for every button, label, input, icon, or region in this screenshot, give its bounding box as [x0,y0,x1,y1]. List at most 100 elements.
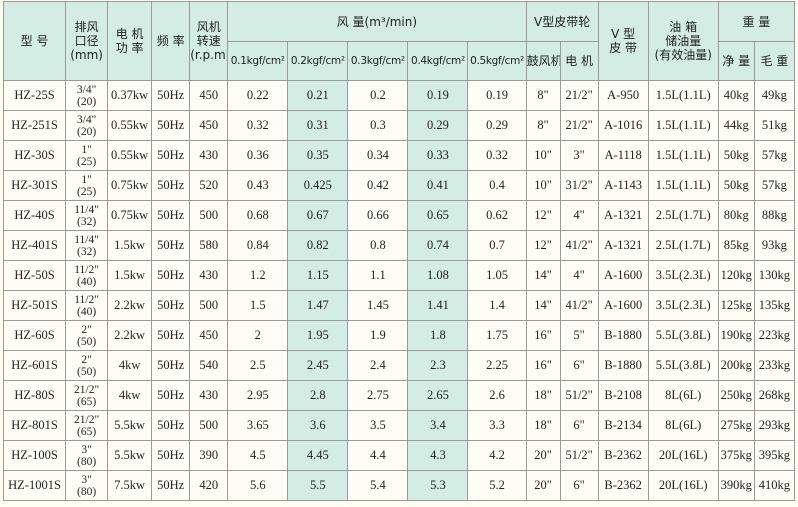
belt-cell: B-2362 [597,440,649,471]
model-cell: HZ-301S [2,170,67,201]
header-cell: 电 机功 率 [107,1,153,81]
frequency-cell: 50Hz [151,320,191,351]
airflow-cell: 0.4 [467,170,527,201]
belt-cell: B-2362 [597,470,649,501]
airflow-cell: 0.62 [467,200,527,231]
motor-pulley-cell: 21/2" [559,80,599,111]
airflow-cell: 0.67 [287,200,349,231]
airflow-cell: 0.84 [227,230,289,261]
airflow-cell: 2.65 [407,380,469,411]
motor-pulley-cell: 21/2" [559,110,599,141]
gross-weight-cell: 57kg [753,140,796,171]
diameter-cell: 2" (50) [65,350,109,381]
power-cell: 0.75kw [107,200,153,231]
table-row: HZ-40S 11/4" (32) 0.75kw 50Hz 500 0.68 0.67 0.66… [2,200,796,231]
power-cell: 1.5kw [107,260,153,291]
oil-cell: 20L(16L) [647,440,719,471]
airflow-cell: 2.45 [287,350,349,381]
power-cell: 2.2kw [107,290,153,321]
oil-cell: 1.5L(1.1L) [647,80,719,111]
airflow-cell: 0.34 [347,140,409,171]
blower-pulley-cell: 14" [525,290,561,321]
net-weight-cell: 85kg [717,230,755,261]
airflow-cell: 0.31 [287,110,349,141]
header-text: 风机 [196,20,221,34]
oil-cell: 5.5L(3.8L) [647,350,719,381]
airflow-cell: 4.5 [227,440,289,471]
speed-cell: 500 [189,290,229,321]
power-cell: 0.75kw [107,170,153,201]
diameter-mm: (32) [77,215,97,228]
blower-pulley-cell: 20" [525,470,561,501]
net-weight-cell: 44kg [717,110,755,141]
frequency-cell: 50Hz [151,440,191,471]
belt-cell: B-1880 [597,350,649,381]
model-cell: HZ-401S [2,230,67,261]
blower-pulley-cell: 8" [525,80,561,111]
motor-pulley-cell: 41/2" [559,290,599,321]
speed-cell: 580 [189,230,229,261]
blower-pulley-cell: 16" [525,320,561,351]
header-cell: 0.4kgf/cm² [407,41,469,81]
table-row: HZ-30S 1" (25) 0.55kw 50Hz 430 0.36 0.35 0.34 0.3… [2,140,796,171]
blower-pulley-cell: 16" [525,350,561,381]
motor-pulley-cell: 51/2" [559,440,599,471]
frequency-cell: 50Hz [151,80,191,111]
power-cell: 7.5kw [107,470,153,501]
oil-cell: 1.5L(1.1L) [647,170,719,201]
net-weight-cell: 40kg [717,80,755,111]
header-cell: 风 量(m³/min) [227,1,527,42]
model-cell: HZ-30S [2,140,67,171]
belt-cell: A-1143 [597,170,649,201]
airflow-cell: 2.8 [287,380,349,411]
diameter-cell: 3/4" (20) [65,80,109,111]
gross-weight-cell: 268kg [753,380,796,411]
airflow-cell: 1.15 [287,260,349,291]
model-cell: HZ-60S [2,320,67,351]
motor-pulley-cell: 51/2" [559,380,599,411]
airflow-cell: 0.3 [347,110,409,141]
net-weight-cell: 375kg [717,440,755,471]
diameter-mm: (20) [77,95,97,108]
net-weight-cell: 50kg [717,170,755,201]
net-weight-cell: 200kg [717,350,755,381]
motor-pulley-cell: 5" [559,320,599,351]
diameter-mm: (80) [77,485,97,498]
airflow-cell: 0.19 [407,80,469,111]
oil-cell: 1.5L(1.1L) [647,140,719,171]
frequency-cell: 50Hz [151,200,191,231]
belt-cell: A-950 [597,80,649,111]
gross-weight-cell: 88kg [753,200,796,231]
diameter-inch: 3/4" [76,83,97,96]
diameter-mm: (50) [77,365,97,378]
airflow-cell: 3.6 [287,410,349,441]
airflow-cell: 0.22 [227,80,289,111]
diameter-cell: 11/2" (40) [65,260,109,291]
header-text: 排风 [74,20,99,34]
net-weight-cell: 190kg [717,320,755,351]
table-body: HZ-25S 3/4" (20) 0.37kw 50Hz 450 0.22 0.21 0.2 0.… [2,80,796,501]
net-weight-cell: 80kg [717,200,755,231]
diameter-inch: 21/2" [74,413,100,426]
speed-cell: 430 [189,260,229,291]
motor-pulley-cell: 3" [559,140,599,171]
power-cell: 0.55kw [107,140,153,171]
diameter-mm: (65) [77,395,97,408]
airflow-cell: 0.19 [467,80,527,111]
belt-cell: A-1321 [597,230,649,261]
airflow-cell: 0.68 [227,200,289,231]
airflow-cell: 1.95 [287,320,349,351]
gross-weight-cell: 130kg [753,260,796,291]
header-cell: 0.2kgf/cm² [287,41,349,81]
frequency-cell: 50Hz [151,170,191,201]
power-cell: 0.55kw [107,110,153,141]
diameter-cell: 11/4" (32) [65,200,109,231]
diameter-inch: 3/4" [76,113,97,126]
header-text: 转速 [196,34,221,48]
airflow-cell: 1.2 [227,260,289,291]
airflow-cell: 0.82 [287,230,349,261]
model-cell: HZ-100S [2,440,67,471]
oil-cell: 2.5L(1.7L) [647,230,719,261]
model-cell: HZ-40S [2,200,67,231]
